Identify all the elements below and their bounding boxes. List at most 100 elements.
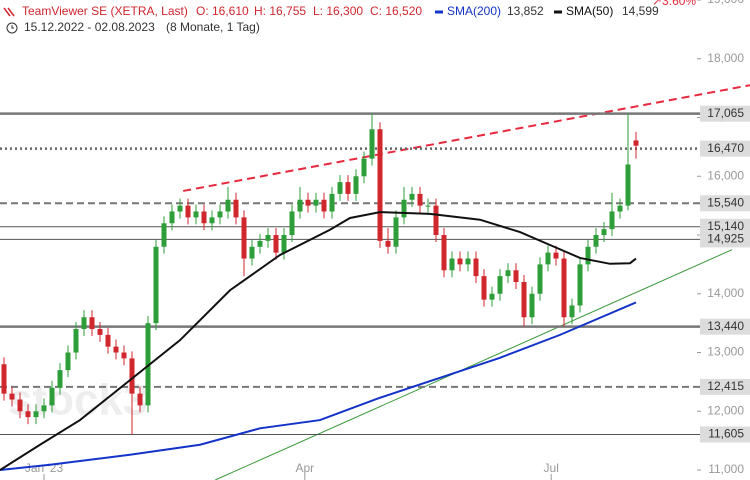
sma-line <box>0 211 637 471</box>
candle-body <box>33 411 39 418</box>
candle-body <box>217 211 223 218</box>
candle-body <box>241 217 247 259</box>
candle-body <box>257 240 263 247</box>
candle-body <box>105 334 111 347</box>
candle-body <box>609 211 615 230</box>
candle-body <box>505 270 511 277</box>
candle-body <box>17 399 23 412</box>
candle-body <box>137 393 143 406</box>
candle-body <box>209 217 215 224</box>
candle-body <box>545 252 551 265</box>
candle-body <box>537 264 543 294</box>
x-tick-label: Apr <box>295 461 314 475</box>
candle-body <box>249 246 255 259</box>
candle-body <box>441 235 447 271</box>
candle-body <box>145 323 151 406</box>
y-tick-label: 11,000 <box>708 462 744 476</box>
clock-hands <box>11 25 14 29</box>
candle-body <box>41 405 47 412</box>
trend-annotation: ↗3.60% <box>652 0 696 8</box>
candle-body <box>625 164 631 206</box>
candle-body <box>385 240 391 247</box>
candle-body <box>97 329 103 335</box>
candle-body <box>473 258 479 277</box>
candle-body <box>553 252 559 259</box>
candle-body <box>129 358 135 394</box>
candle-body <box>321 199 327 212</box>
level-label: 15,540 <box>707 195 744 209</box>
candle-body <box>193 211 199 218</box>
candle-body <box>161 223 167 247</box>
candle-body <box>489 293 495 300</box>
close-label: C: 16,520 <box>370 4 422 18</box>
candle-body <box>577 264 583 306</box>
candle-body <box>81 317 87 330</box>
candle-body <box>497 276 503 294</box>
candle-body <box>513 270 519 283</box>
candle-body <box>481 276 487 300</box>
candle-body <box>449 258 455 271</box>
open-label: O: 16,610 <box>196 4 249 18</box>
candle-body <box>433 205 439 236</box>
x-tick-label: Jul <box>544 461 559 475</box>
y-tick-label: 18,000 <box>707 51 744 65</box>
candle-body <box>409 193 415 200</box>
candle-body <box>305 199 311 206</box>
candle-body <box>265 235 271 241</box>
legend-name: SMA(50) <box>566 4 613 18</box>
candle-body <box>593 235 599 247</box>
trendline <box>214 249 733 480</box>
low-label: L: 16,300 <box>313 4 363 18</box>
level-label: 13,440 <box>707 319 744 333</box>
candle-body <box>49 387 55 406</box>
candle-body <box>273 235 279 253</box>
candle-body <box>337 182 343 194</box>
candle-body <box>369 129 375 159</box>
level-label-box <box>700 218 750 235</box>
candle-body <box>113 346 119 353</box>
candle-body <box>569 305 575 318</box>
candle-body <box>73 329 79 353</box>
candle-body <box>329 193 335 212</box>
candle-body <box>225 199 231 212</box>
date-span: (8 Monate, 1 Tag) <box>166 20 260 34</box>
candle-body <box>361 158 367 177</box>
candle-body <box>1 364 7 394</box>
candle-body <box>185 205 191 218</box>
candle-body <box>561 258 567 318</box>
candle-body <box>401 199 407 218</box>
candle-body <box>121 352 127 359</box>
legend-value: 14,599 <box>622 4 659 18</box>
sma-line <box>0 301 637 472</box>
candle-body <box>345 182 351 194</box>
candle-body <box>465 258 471 265</box>
candle-body <box>521 282 527 318</box>
y-tick-label: 19,000 <box>707 0 744 6</box>
clock-icon <box>6 22 18 34</box>
level-label-box <box>700 140 750 157</box>
high-label: H: 16,755 <box>254 4 306 18</box>
candle-body <box>65 352 71 371</box>
date-range: 15.12.2022 - 02.08.2023 <box>24 20 155 34</box>
level-label: 16,470 <box>707 141 744 155</box>
level-label-box <box>700 378 750 395</box>
y-tick-label: 14,000 <box>707 286 744 300</box>
candle-body <box>177 205 183 212</box>
y-tick-label: 12,000 <box>707 403 744 417</box>
candle-body <box>169 211 175 224</box>
candle-body <box>9 393 15 400</box>
candle-body <box>201 211 207 224</box>
candle-body <box>617 205 623 212</box>
candle-body <box>353 176 359 194</box>
candle-body <box>457 258 463 265</box>
candle-body <box>153 246 159 324</box>
candle-body <box>425 205 431 207</box>
trendline <box>183 84 750 192</box>
legend-name: SMA(200) <box>447 4 501 18</box>
y-tick-label: 13,000 <box>707 345 744 359</box>
candle-body <box>601 229 607 236</box>
candle-body <box>57 370 63 388</box>
candle-body <box>233 199 239 218</box>
candle-body <box>313 199 319 206</box>
chart-icon <box>3 7 15 17</box>
